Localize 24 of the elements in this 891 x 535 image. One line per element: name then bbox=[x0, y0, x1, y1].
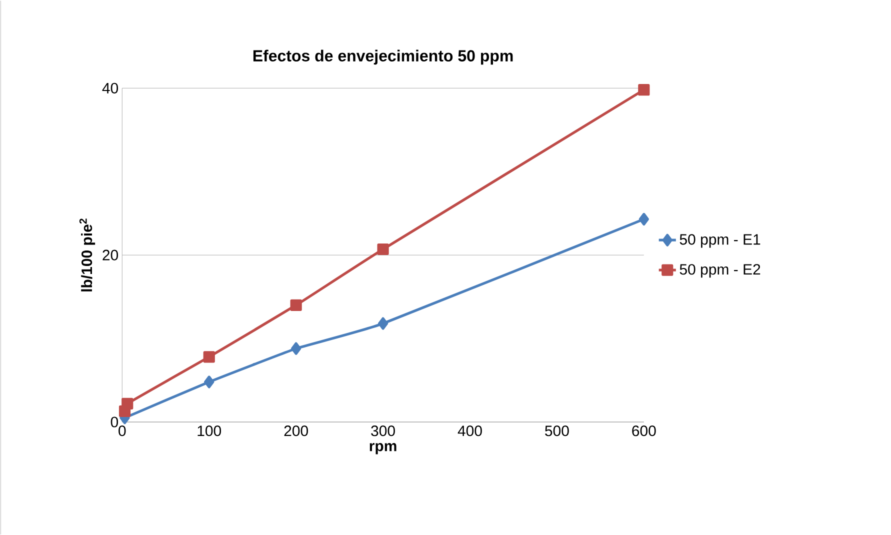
chart-title: Efectos de envejecimiento 50 ppm bbox=[253, 50, 513, 65]
point bbox=[378, 317, 388, 330]
x-tick-label: 300 bbox=[371, 425, 395, 436]
point bbox=[290, 299, 302, 311]
x-tick-label: 400 bbox=[458, 425, 482, 436]
point bbox=[204, 376, 214, 388]
point bbox=[291, 342, 302, 355]
point bbox=[638, 212, 649, 226]
y-tick-label: 20 bbox=[102, 250, 118, 260]
legend-label: 50 ppm - E1 bbox=[680, 234, 760, 248]
x-tick-label: 500 bbox=[545, 425, 569, 436]
x-tick-label: 200 bbox=[284, 425, 308, 436]
point bbox=[203, 351, 215, 363]
point bbox=[377, 243, 389, 255]
x-tick-label: 0 bbox=[118, 425, 126, 436]
x-tick-label: 100 bbox=[198, 425, 222, 436]
y-tick-label: 40 bbox=[102, 82, 118, 94]
point bbox=[122, 398, 134, 410]
point bbox=[638, 84, 650, 96]
x-axis-title: rpm bbox=[370, 442, 396, 454]
y-axis-title: lb/100 pie$^{2}$ bbox=[79, 218, 96, 292]
legend-label: 50 ppm - E2 bbox=[680, 264, 760, 278]
x-tick-label: 600 bbox=[632, 425, 656, 436]
y-tick-label: 0 bbox=[110, 416, 118, 428]
